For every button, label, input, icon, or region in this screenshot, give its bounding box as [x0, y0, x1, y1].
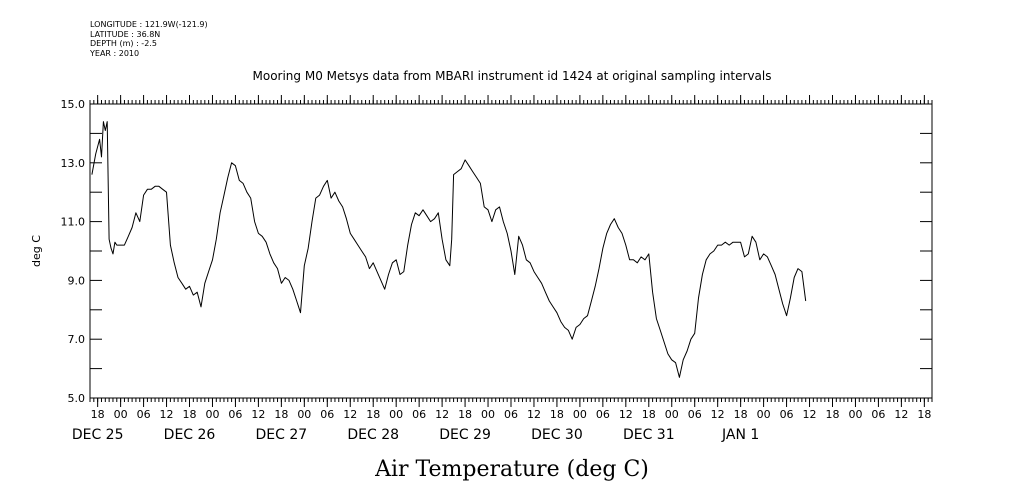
x-tick-label: 12: [711, 408, 725, 421]
longitude-text: LONGITUDE : 121.9W(-121.9): [90, 20, 208, 29]
x-tick-label: 18: [91, 408, 105, 421]
y-tick-label: 7.0: [68, 333, 86, 346]
year-text: YEAR : 2010: [90, 48, 140, 58]
x-tick-label: 12: [343, 408, 357, 421]
x-tick-label: 12: [619, 408, 633, 421]
latitude-text: LATITUDE : 36.8N: [90, 29, 161, 39]
x-tick-label: 12: [160, 408, 174, 421]
x-tick-label: 00: [757, 408, 771, 421]
x-tick-label: 18: [274, 408, 288, 421]
x-tick-label: 18: [366, 408, 380, 421]
x-tick-label: 18: [642, 408, 656, 421]
y-tick-label: 13.0: [61, 157, 86, 170]
x-tick-label: 00: [389, 408, 403, 421]
x-tick-label: 18: [550, 408, 564, 421]
x-date-label: DEC 31: [623, 427, 675, 443]
station-metadata: LONGITUDE : 121.9W(-121.9) LATITUDE : 36…: [90, 20, 208, 58]
x-date-label: DEC 28: [347, 427, 399, 443]
x-tick-label: 18: [458, 408, 472, 421]
x-tick-label: 12: [435, 408, 449, 421]
x-tick-label: 00: [205, 408, 219, 421]
x-tick-label: 06: [596, 408, 610, 421]
x-tick-label: 18: [183, 408, 197, 421]
axes-layer: 18 00 06 12 18 00 06 12 18 00 06 12 18 00 06 12 18 00 06 12…: [61, 95, 933, 443]
x-date-label: DEC 25: [72, 427, 124, 443]
x-tick-label: 06: [504, 408, 518, 421]
x-tick-label: 12: [251, 408, 265, 421]
x-tick-label: 00: [481, 408, 495, 421]
x-tick-label: 00: [665, 408, 679, 421]
x-date-label: JAN 1: [721, 427, 759, 443]
x-tick-label: 18: [825, 408, 839, 421]
depth-text: DEPTH (m) : -2.5: [90, 39, 157, 48]
chart-title: Mooring M0 Metsys data from MBARI instru…: [253, 69, 772, 83]
y-tick-label: 9.0: [68, 274, 86, 287]
x-tick-label: 06: [688, 408, 702, 421]
x-tick-label: 00: [848, 408, 862, 421]
x-tick-label: 18: [734, 408, 748, 421]
y-tick-label: 11.0: [61, 216, 86, 229]
x-tick-label: 00: [573, 408, 587, 421]
x-tick-label: 06: [412, 408, 426, 421]
x-tick-label: 06: [228, 408, 242, 421]
x-tick-label: 06: [780, 408, 794, 421]
x-tick-label: 12: [894, 408, 908, 421]
x-tick-label: 18: [917, 408, 931, 421]
x-tick-label: 06: [871, 408, 885, 421]
x-date-label: DEC 30: [531, 427, 583, 443]
x-tick-label: 00: [114, 408, 128, 421]
y-tick-label: 5.0: [68, 392, 86, 405]
x-date-label: DEC 26: [164, 427, 216, 443]
x-tick-label: 00: [297, 408, 311, 421]
x-date-label: DEC 27: [256, 427, 308, 443]
x-tick-label: 06: [137, 408, 151, 421]
temperature-series-line: [91, 121, 807, 378]
x-tick-label: 12: [803, 408, 817, 421]
y-tick-label: 15.0: [61, 98, 86, 111]
x-tick-label: 12: [527, 408, 541, 421]
x-tick-label: 06: [320, 408, 334, 421]
x-axis-label: Air Temperature (deg C): [374, 457, 649, 482]
x-date-label: DEC 29: [439, 427, 491, 443]
y-axis-label: deg C: [30, 235, 43, 267]
